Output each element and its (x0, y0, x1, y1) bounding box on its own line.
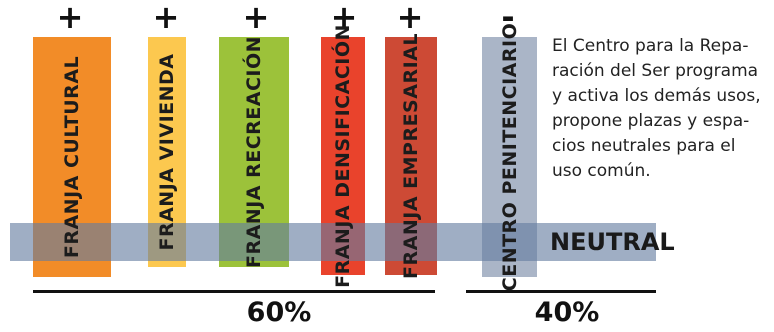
sign-plus-recreacion: + (242, 0, 270, 36)
left-percentage: 60% (246, 297, 312, 328)
sign-plus-cultural: + (56, 0, 84, 36)
description-line: uso común. (552, 161, 651, 181)
right-percentage: 40% (534, 297, 600, 328)
right-group-rule (466, 290, 656, 293)
description-line: propone plazas y espa- (552, 111, 750, 131)
left-group-rule (33, 290, 435, 293)
band-label-empresarial: FRANJA EMPRESARIAL (400, 33, 422, 279)
sign-plus-vivienda: + (152, 0, 180, 36)
description-text: El Centro para la Repa- ración del Ser p… (552, 34, 774, 184)
band-label-cultural: FRANJA CULTURAL (61, 55, 83, 259)
band-label-vivienda: FRANJA VIVIENDA (156, 53, 178, 251)
band-label-penitenciario: CENTRO PENITENCIARIO (498, 22, 521, 292)
description-line: y activa los demás usos, (552, 86, 761, 106)
sign-plus-densificacion: + (330, 0, 358, 36)
band-label-densificacion: FRANJA DENSIFICACIÓN (332, 24, 354, 288)
band-label-recreacion: FRANJA RECREACIÓN (243, 35, 265, 269)
description-line: ración del Ser programa (552, 61, 759, 81)
neutral-label: NEUTRAL (550, 228, 675, 256)
description-line: El Centro para la Repa- (552, 36, 749, 56)
description-line: cios neutrales para el (552, 136, 736, 156)
sign-plus-empresarial: + (396, 0, 424, 36)
sign-minus-penitenciario: - (501, 0, 515, 36)
neutral-bar (10, 223, 656, 261)
